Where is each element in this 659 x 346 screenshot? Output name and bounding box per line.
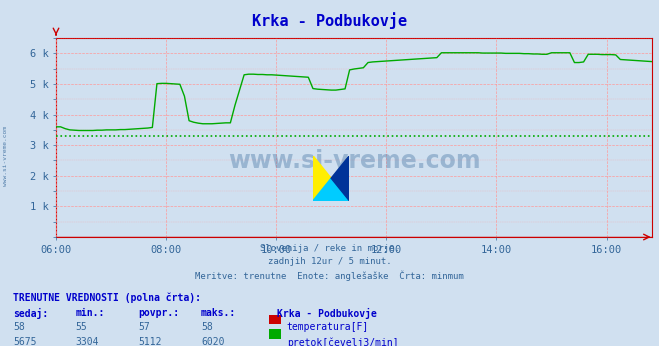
Text: 58: 58 [201,322,213,333]
Text: 57: 57 [138,322,150,333]
Text: www.si-vreme.com: www.si-vreme.com [3,126,8,186]
Polygon shape [331,156,349,201]
Text: povpr.:: povpr.: [138,308,179,318]
Text: www.si-vreme.com: www.si-vreme.com [228,149,480,173]
Text: 5112: 5112 [138,337,162,346]
Text: Meritve: trenutne  Enote: anglešaške  Črta: minmum: Meritve: trenutne Enote: anglešaške Črta… [195,270,464,281]
Text: Krka - Podbukovje: Krka - Podbukovje [252,12,407,29]
Text: sedaj:: sedaj: [13,308,48,319]
Text: zadnjih 12ur / 5 minut.: zadnjih 12ur / 5 minut. [268,257,391,266]
Text: Slovenija / reke in morje.: Slovenija / reke in morje. [260,244,399,253]
Text: 3304: 3304 [76,337,100,346]
Text: 55: 55 [76,322,88,333]
Text: temperatura[F]: temperatura[F] [287,322,369,333]
Text: pretok[čevelj3/min]: pretok[čevelj3/min] [287,337,398,346]
Polygon shape [313,156,331,201]
Text: 6020: 6020 [201,337,225,346]
Text: min.:: min.: [76,308,105,318]
Text: TRENUTNE VREDNOSTI (polna črta):: TRENUTNE VREDNOSTI (polna črta): [13,292,201,303]
Text: maks.:: maks.: [201,308,236,318]
Text: 5675: 5675 [13,337,37,346]
Polygon shape [313,178,349,201]
Text: Krka - Podbukovje: Krka - Podbukovje [277,308,377,319]
Text: 58: 58 [13,322,25,333]
